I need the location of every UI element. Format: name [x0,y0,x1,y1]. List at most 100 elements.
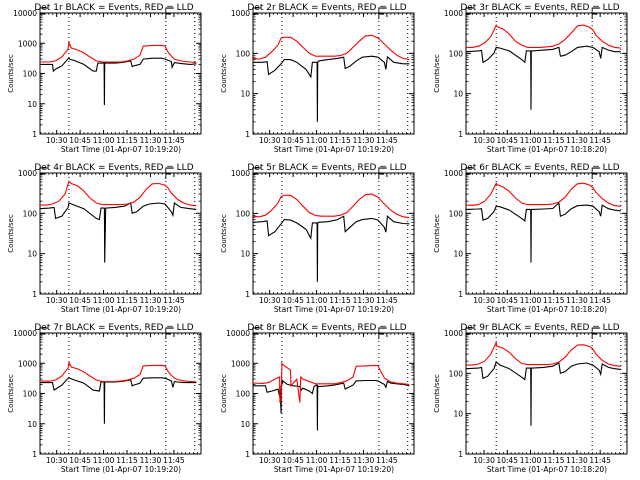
bracket-mark [252,7,261,19]
series-lld-line [466,340,621,367]
x-tick-label: 10:30 [46,136,68,145]
plot-frame [39,332,202,455]
x-tick-label: 11:15 [329,456,351,465]
bracket-mark [591,167,601,179]
y-tick-label: 1000 [18,359,37,368]
chart-svg: Det 7r BLACK = Events, RED = LLD Counts/s… [7,323,202,474]
y-tick-label: 10 [27,420,37,429]
bracket-mark [252,167,261,179]
y-tick-label: 100 [236,209,251,218]
bracket-mark [465,167,474,179]
y-tick-label: 10 [453,410,463,419]
y-axis-label: Counts/sec [433,54,441,93]
x-tick-label: 10:30 [259,456,281,465]
y-tick-label: 1000 [444,169,463,178]
y-axis-label: Counts/sec [433,374,441,413]
y-tick-label: 100 [23,70,38,79]
y-tick-label: 100 [236,49,251,58]
y-tick-label: 1000 [444,9,463,18]
chart-svg: Det 9r BLACK = Events, RED = LLD Counts/s… [433,323,628,474]
x-tick-label: 11:30 [566,456,588,465]
x-tick-label: 10:30 [46,296,68,305]
y-tick-label: 10000 [13,329,37,338]
detector-panel: Det 4r BLACK = Events, RED = LLD Counts/s… [0,160,213,320]
x-tick-label: 10:45 [496,136,518,145]
x-tick-label: 11:00 [93,296,115,305]
series-events-line [253,55,410,122]
series-events-line [252,215,410,282]
y-tick-label: 1000 [18,39,37,48]
x-tick-label: 10:45 [69,456,91,465]
x-tick-label: 11:00 [93,136,115,145]
y-tick-label: 100 [23,209,38,218]
y-tick-label: 1 [32,290,37,299]
bracket-mark [39,7,48,19]
bracket-mark [39,167,48,179]
bracket-mark [165,327,174,339]
bracket-mark [465,7,474,19]
chart-title: Det 3r BLACK = Events, RED = LLD [460,3,619,13]
chart-title: Det 5r BLACK = Events, RED = LLD [247,163,406,173]
series-lld-line [40,41,197,64]
y-tick-label: 100 [449,369,464,378]
x-tick-label: 11:00 [93,456,115,465]
y-tick-label: 100 [23,390,38,399]
chart-svg: Det 3r BLACK = Events, RED = LLD Counts/s… [433,3,628,154]
plot-frame [465,12,628,135]
detector-panel: Det 1r BLACK = Events, RED = LLD Counts/s… [0,0,213,160]
y-tick-label: 1 [458,450,463,459]
x-tick-label: 11:30 [566,136,588,145]
bracket-mark [165,167,174,179]
x-tick-label: 10:45 [496,296,518,305]
x-tick-label: 11:45 [589,456,611,465]
y-tick-label: 10 [27,250,37,259]
detector-panel: Det 2r BLACK = Events, RED = LLD Counts/s… [213,0,426,160]
x-tick-label: 11:00 [520,456,542,465]
bracket-mark [591,7,601,19]
x-tick-label: 10:45 [282,456,304,465]
bracket-mark [465,327,474,339]
detector-panel: Det 3r BLACK = Events, RED = LLD Counts/s… [426,0,639,160]
x-axis-label: Start Time (01-Apr-07 10:19:20) [61,145,181,154]
x-tick-label: 10:30 [473,296,495,305]
chart-title: Det 7r BLACK = Events, RED = LLD [34,323,193,333]
x-tick-label: 11:15 [116,296,138,305]
y-tick-label: 1 [458,130,463,139]
chart-title: Det 2r BLACK = Events, RED = LLD [247,3,406,13]
y-tick-label: 1000 [231,169,250,178]
x-axis-label: Start Time (01-Apr-07 10:18:20) [487,145,607,154]
x-tick-label: 11:30 [353,296,375,305]
y-tick-label: 10 [453,90,463,99]
bracket-mark [591,327,601,339]
y-tick-label: 10000 [226,329,250,338]
y-tick-label: 1 [245,130,250,139]
detector-panel: Det 6r BLACK = Events, RED = LLD Counts/s… [426,160,639,320]
plot-frame [39,12,202,135]
y-tick-label: 10 [240,250,250,259]
x-tick-label: 10:30 [473,456,495,465]
y-tick-label: 10 [453,250,463,259]
chart-svg: Det 2r BLACK = Events, RED = LLD Counts/s… [220,3,415,154]
x-tick-label: 11:45 [163,136,185,145]
y-tick-label: 10 [240,420,250,429]
y-tick-label: 100 [236,390,251,399]
bracket-mark [378,327,387,339]
series-lld-line [40,180,197,207]
y-tick-label: 100 [449,49,464,58]
series-events-line [465,201,621,263]
x-tick-label: 11:45 [163,456,185,465]
series-lld-line [252,361,410,403]
detector-panel: Det 9r BLACK = Events, RED = LLD Counts/s… [426,320,639,480]
y-tick-label: 1000 [231,9,250,18]
chart-svg: Det 1r BLACK = Events, RED = LLD Counts/s… [7,3,202,154]
y-axis-label: Counts/sec [220,54,228,93]
x-tick-label: 10:30 [259,296,281,305]
series-events-line [40,376,197,424]
y-tick-label: 1 [32,130,37,139]
x-tick-label: 11:30 [353,456,375,465]
x-tick-label: 11:30 [140,136,162,145]
x-tick-label: 11:45 [589,136,611,145]
x-tick-label: 11:15 [116,456,138,465]
y-tick-label: 10 [27,100,37,109]
